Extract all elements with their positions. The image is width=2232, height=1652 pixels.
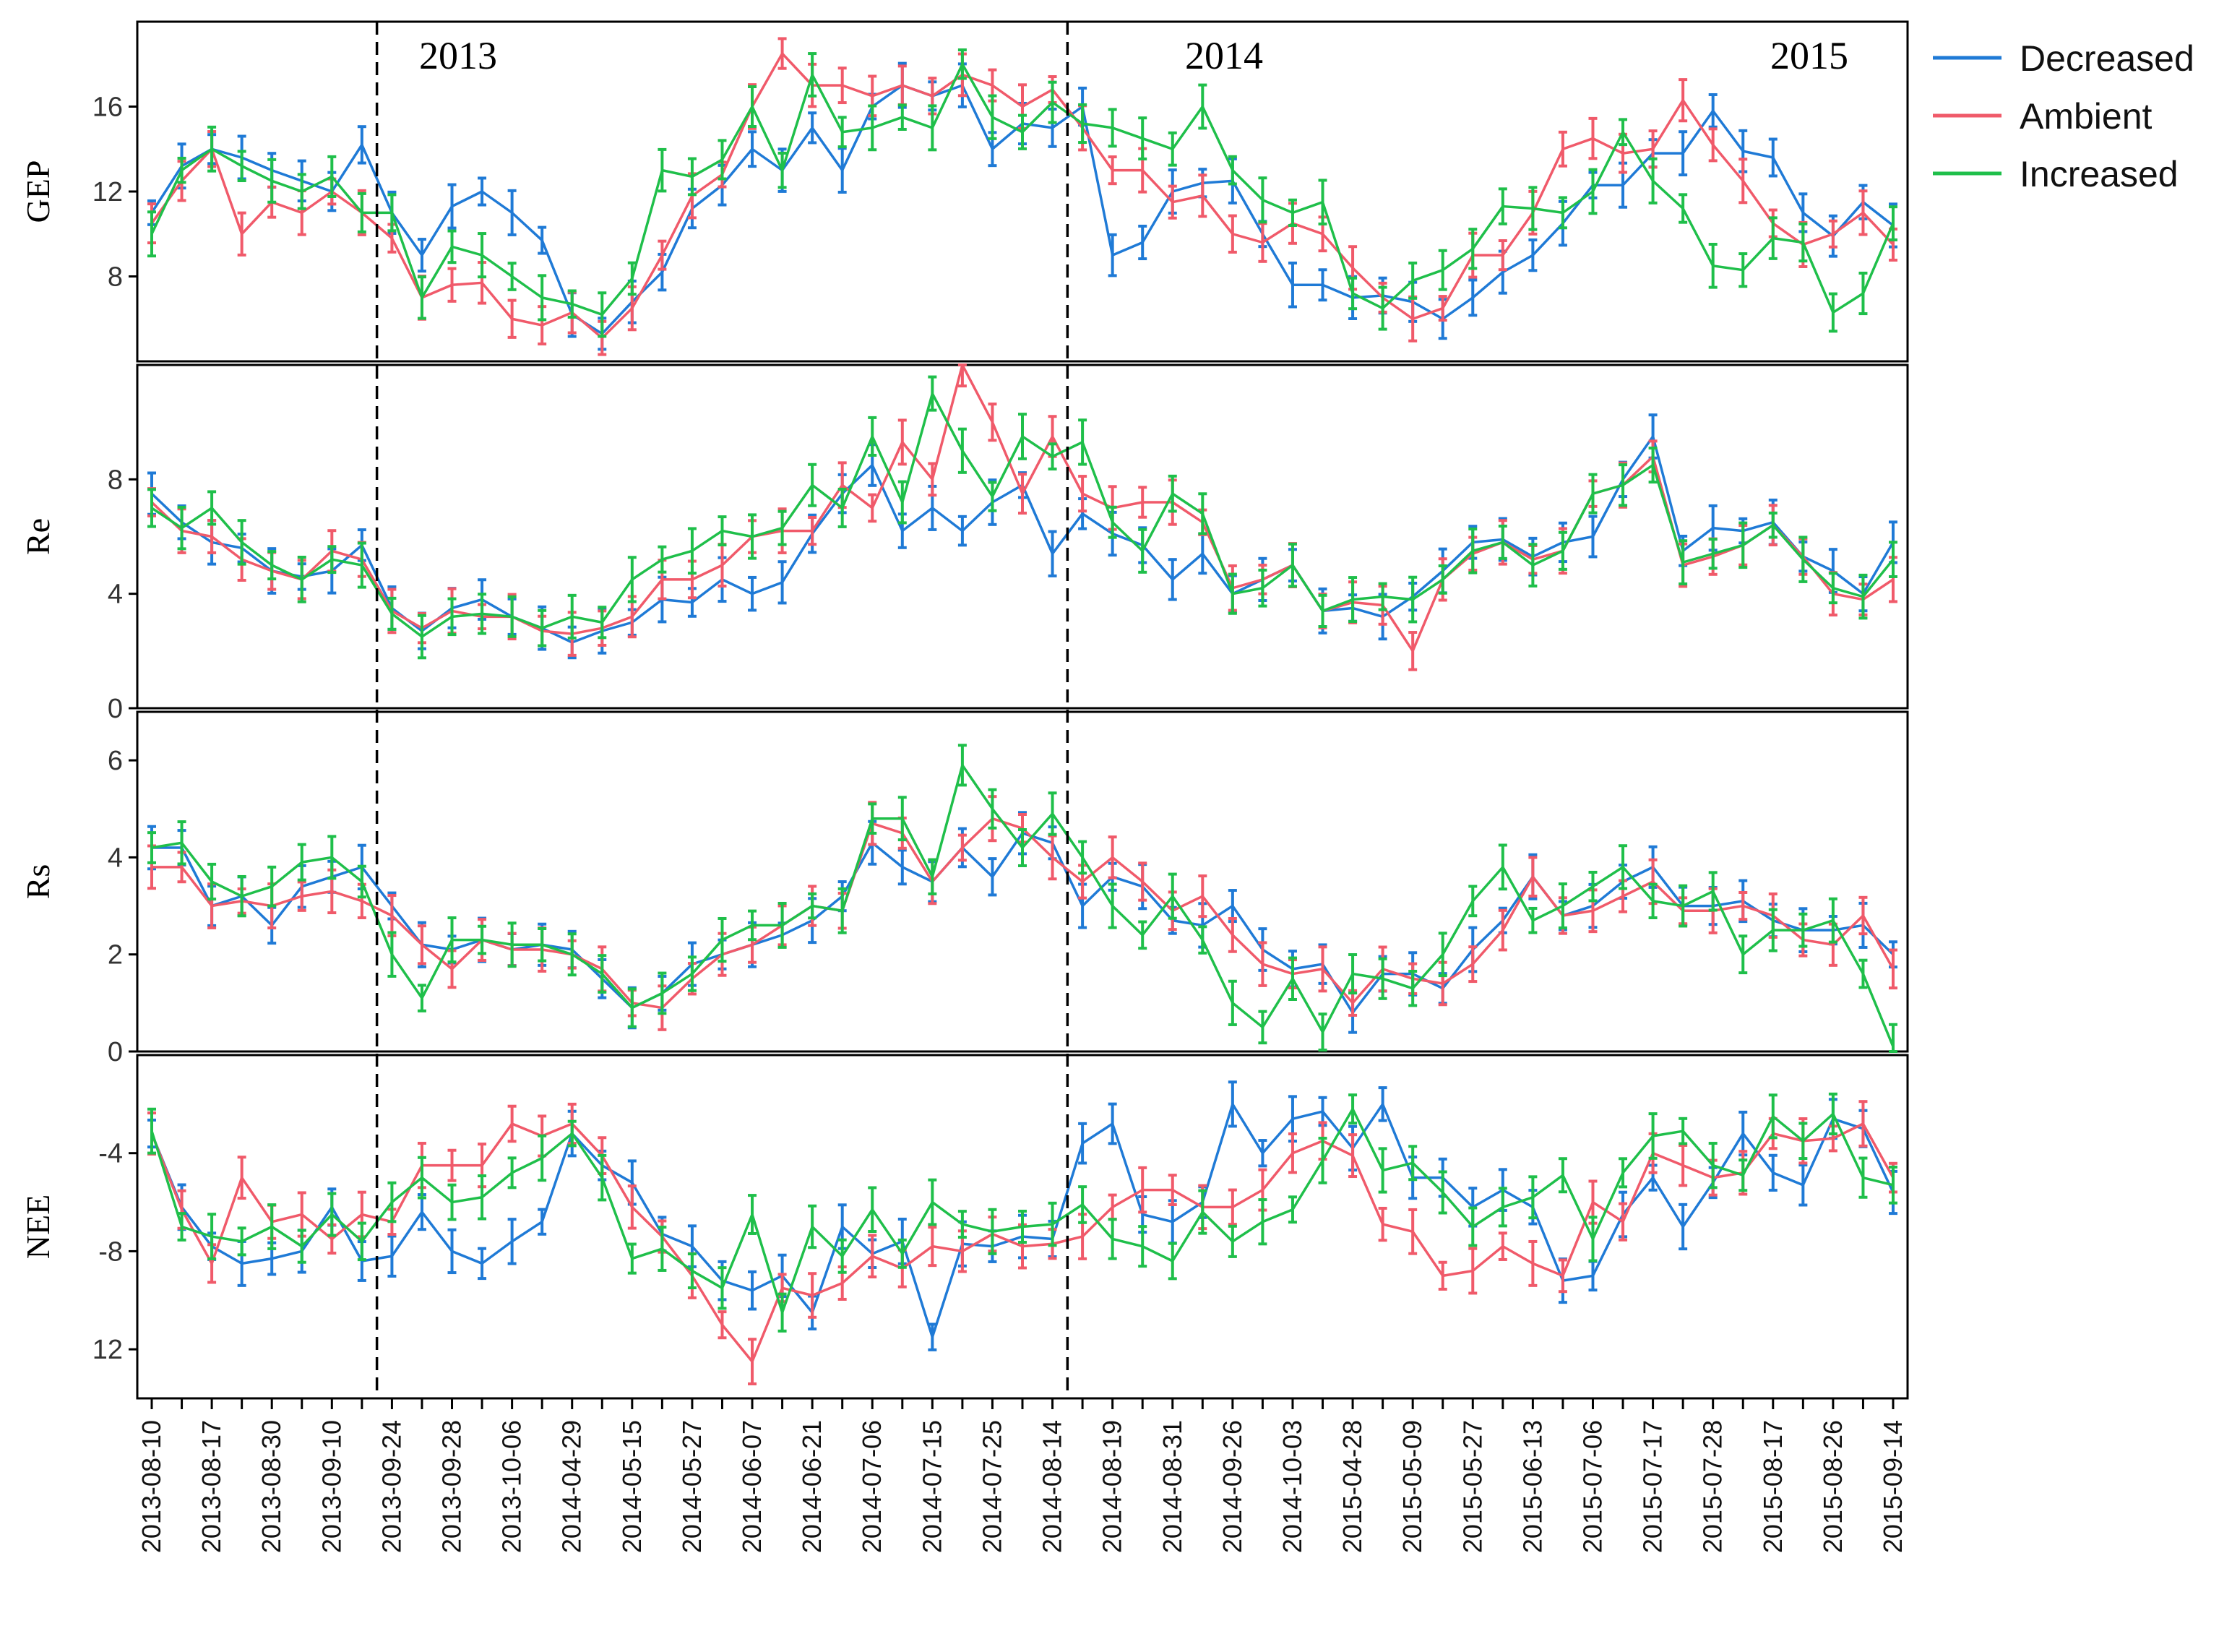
panel-nee: 12 -8 -4 NEE — [20, 1054, 1909, 1400]
x-tick-label: 2013-08-30 — [257, 1420, 286, 1553]
legend-label-increased: Increased — [2020, 154, 2179, 194]
y-tick-label-gep: 16 — [92, 93, 123, 123]
y-tick-label-gep: 8 — [108, 262, 123, 293]
series-line-re-increased — [151, 392, 1895, 638]
year-label-2015: 2015 — [1770, 34, 1848, 77]
y-tick-label-rs: 4 — [108, 843, 123, 873]
x-tick-label: 2015-05-09 — [1397, 1420, 1427, 1553]
x-tick-label: 2013-09-10 — [316, 1420, 346, 1553]
x-tick-label: 2015-05-27 — [1457, 1420, 1487, 1553]
x-tick-label: 2015-07-06 — [1577, 1420, 1607, 1553]
x-tick-label: 2015-08-26 — [1818, 1420, 1848, 1553]
x-tick-label: 2014-06-07 — [737, 1420, 767, 1553]
panel-frame-gep — [136, 20, 1909, 363]
y-axis-label-gep: GEP — [20, 160, 56, 223]
x-tick-label: 2014-08-14 — [1038, 1420, 1067, 1553]
x-tick-label: 2015-07-17 — [1638, 1420, 1668, 1553]
y-axis-label-nee: NEE — [20, 1195, 56, 1259]
legend: Decreased Ambient Increased — [1933, 38, 2194, 194]
year-labels: 2013 2014 2015 — [419, 34, 1848, 77]
series-rs-increased — [147, 744, 1897, 1053]
x-tick-label: 2014-07-25 — [977, 1420, 1007, 1553]
x-tick-label: 2013-09-24 — [376, 1420, 406, 1553]
x-tick-label: 2015-04-28 — [1337, 1420, 1367, 1553]
panel-frame-rs — [136, 710, 1909, 1053]
x-tick-label: 2014-05-15 — [617, 1420, 647, 1553]
y-tick-label-rs: 6 — [108, 746, 123, 776]
year-label-2013: 2013 — [419, 34, 497, 77]
y-axis-label-rs: Rs — [20, 864, 56, 900]
series-line-gep-ambient — [150, 52, 1895, 340]
x-tick-label: 2014-04-29 — [557, 1420, 587, 1553]
y-tick-label-re: 4 — [108, 580, 123, 610]
y-tick-label-re: 8 — [108, 465, 123, 495]
legend-label-ambient: Ambient — [2020, 96, 2153, 137]
x-tick-label: 2014-10-03 — [1277, 1420, 1307, 1553]
series-line-rs-increased — [151, 764, 1895, 1047]
y-axis-label-re: Re — [20, 518, 56, 555]
panels-layer: 8 12 16 GEP 0 4 8 Re 0 2 4 6 Rs 12 -8 -4 NEE — [20, 20, 1909, 1400]
x-tick-label: 2013-09-28 — [437, 1420, 467, 1553]
x-tick-label: 2014-07-15 — [917, 1420, 947, 1553]
x-tick-label: 2015-06-13 — [1517, 1420, 1547, 1553]
x-tick-label: 2014-09-26 — [1218, 1420, 1247, 1553]
series-line-re-decreased — [150, 435, 1895, 644]
panel-frame-re — [136, 363, 1909, 710]
series-line-nee-increased — [150, 1107, 1894, 1314]
y-tick-label-nee: 12 — [92, 1335, 123, 1365]
x-tick-label: 2015-07-28 — [1698, 1420, 1728, 1553]
legend-label-decreased: Decreased — [2020, 38, 2194, 79]
series-re-increased — [147, 375, 1897, 660]
series-line-gep-increased — [150, 63, 1895, 317]
x-tick-label: 2015-09-14 — [1878, 1420, 1908, 1553]
x-tick-label: 2014-06-21 — [797, 1420, 827, 1553]
series-nee-increased — [147, 1092, 1897, 1333]
series-line-nee-ambient — [150, 1122, 1895, 1363]
x-tick-label: 2014-05-27 — [677, 1420, 707, 1553]
x-tick-label: 2015-08-17 — [1758, 1420, 1788, 1553]
x-tick-label: 2014-07-06 — [857, 1420, 887, 1553]
year-label-2014: 2014 — [1185, 34, 1263, 77]
x-tick-label: 2013-08-17 — [197, 1420, 226, 1553]
y-tick-label-nee: -8 — [98, 1236, 123, 1267]
x-tick-label: 2014-08-31 — [1158, 1420, 1187, 1553]
y-tick-label-rs: 0 — [108, 1037, 123, 1067]
y-tick-label-nee: -4 — [98, 1139, 123, 1169]
year-dividers — [375, 22, 1069, 1398]
y-tick-label-gep: 12 — [92, 177, 123, 207]
y-tick-label-re: 0 — [108, 694, 123, 724]
series-re-ambient — [147, 363, 1897, 671]
series-gep-increased — [147, 48, 1897, 338]
x-axis: 2013-08-10 2013-08-17 2013-08-30 2013-09-10… — [137, 1398, 1908, 1553]
y-tick-label-rs: 2 — [108, 940, 123, 971]
x-tick-label: 2013-08-10 — [137, 1420, 166, 1553]
x-tick-label: 2013-10-06 — [497, 1420, 527, 1553]
panel-rs: 0 2 4 6 Rs — [20, 710, 1909, 1067]
panel-gep: 8 12 16 GEP — [20, 20, 1909, 363]
x-tick-label: 2014-08-19 — [1098, 1420, 1127, 1553]
panel-re: 0 4 8 Re — [20, 363, 1909, 724]
series-gep-ambient — [147, 37, 1897, 356]
